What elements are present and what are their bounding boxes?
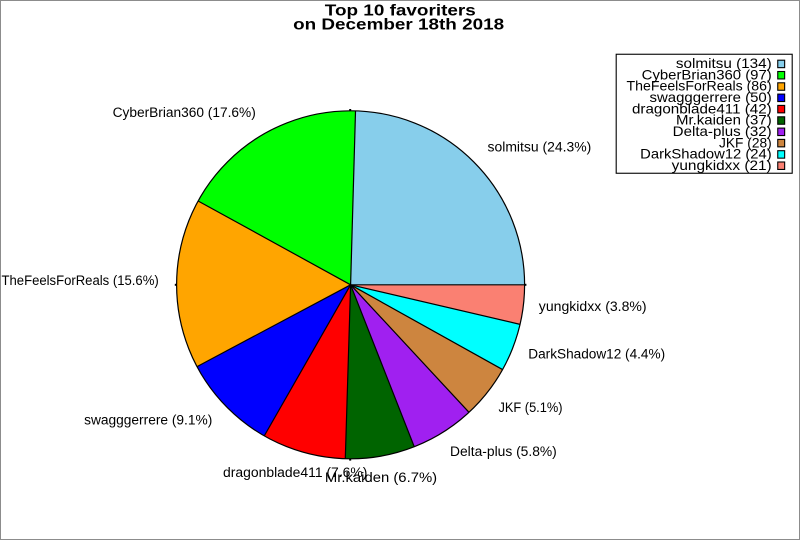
svg-text:CyberBrian360 (17.6%): CyberBrian360 (17.6%)	[113, 105, 256, 120]
svg-text:on December 18th 2018: on December 18th 2018	[293, 17, 504, 34]
svg-text:swagggerrere (9.1%): swagggerrere (9.1%)	[84, 413, 212, 428]
svg-text:dragonblade411 (42): dragonblade411 (42)	[632, 100, 772, 116]
svg-text:TheFeelsForReals (15.6%): TheFeelsForReals (15.6%)	[2, 273, 159, 288]
svg-text:solmitsu (134): solmitsu (134)	[676, 55, 772, 71]
svg-text:DarkShadow12 (24): DarkShadow12 (24)	[640, 146, 772, 162]
svg-text:DarkShadow12 (4.4%): DarkShadow12 (4.4%)	[528, 347, 665, 362]
svg-text:Delta-plus (32): Delta-plus (32)	[673, 123, 772, 139]
svg-text:Mr.kaiden (37): Mr.kaiden (37)	[676, 112, 772, 128]
svg-text:JKF (28): JKF (28)	[719, 134, 772, 150]
svg-text:TheFeelsForReals (86): TheFeelsForReals (86)	[627, 78, 772, 94]
svg-text:Mr.kaiden (6.7%): Mr.kaiden (6.7%)	[325, 470, 437, 485]
svg-text:JKF (5.1%): JKF (5.1%)	[499, 400, 563, 415]
svg-text:Top 10 favoriters: Top 10 favoriters	[325, 3, 476, 20]
svg-text:Delta-plus (5.8%): Delta-plus (5.8%)	[450, 444, 557, 459]
svg-text:solmitsu (24.3%): solmitsu (24.3%)	[488, 139, 592, 154]
svg-text:dragonblade411 (7.6%): dragonblade411 (7.6%)	[223, 465, 367, 480]
svg-text:swagggerrere (50): swagggerrere (50)	[650, 89, 772, 105]
svg-text:yungkidxx (21): yungkidxx (21)	[672, 157, 772, 173]
svg-text:yungkidxx (3.8%): yungkidxx (3.8%)	[539, 299, 647, 314]
svg-text:CyberBrian360 (97): CyberBrian360 (97)	[642, 66, 772, 82]
